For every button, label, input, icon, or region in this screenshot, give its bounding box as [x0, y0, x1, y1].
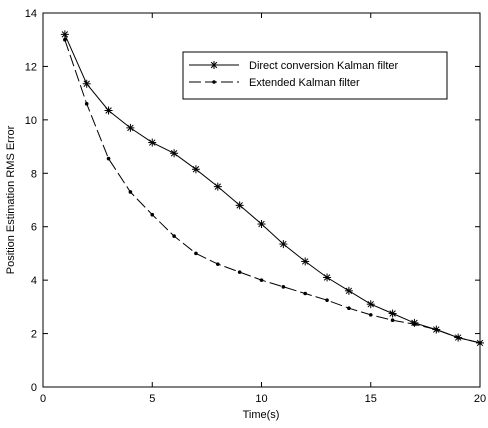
data-point-asterisk	[235, 201, 244, 210]
data-point-dot	[434, 327, 439, 332]
y-tick-label: 8	[31, 168, 37, 180]
data-point-asterisk	[170, 149, 179, 158]
x-axis-label: Time(s)	[243, 409, 280, 421]
y-axis-ticks: 0 2 4 6 8 10 12 14	[25, 8, 480, 394]
y-axis-label: Position Estimation RMS Error	[5, 125, 17, 274]
data-point-dot	[106, 156, 111, 161]
x-tick-label: 15	[365, 393, 377, 405]
data-point-asterisk	[388, 309, 397, 318]
y-tick-label: 2	[31, 329, 37, 341]
data-point-asterisk	[104, 106, 113, 115]
y-tick-label: 4	[31, 275, 37, 287]
series-line-0	[64, 34, 481, 344]
data-point-asterisk	[191, 165, 200, 174]
data-point-dot	[325, 298, 329, 302]
data-point-dot	[478, 341, 482, 345]
data-point-dot	[216, 262, 220, 266]
y-tick-label: 10	[25, 115, 37, 127]
data-point-dot	[259, 278, 264, 282]
data-point-asterisk	[344, 286, 353, 295]
data-point-asterisk	[126, 123, 135, 132]
legend-label-direct-conversion: Direct conversion Kalman filter	[249, 60, 399, 72]
data-point-dot	[194, 251, 198, 256]
legend-label-extended: Extended Kalman filter	[249, 77, 360, 89]
x-tick-label: 5	[149, 393, 155, 405]
data-point-dot	[368, 313, 373, 317]
x-tick-label: 10	[255, 393, 267, 405]
y-tick-label: 0	[31, 382, 37, 394]
data-point-asterisk	[60, 30, 69, 39]
data-point-dot	[63, 37, 67, 42]
x-axis-ticks: 0 5 10 15 20	[40, 13, 486, 405]
x-tick-label: 20	[474, 393, 486, 405]
data-point-dot	[150, 212, 155, 217]
x-tick-label: 0	[40, 393, 46, 405]
y-tick-label: 12	[25, 61, 37, 73]
data-point-dot	[456, 335, 460, 340]
legend-marker-dot	[212, 80, 216, 84]
data-point-asterisk	[279, 240, 288, 249]
data-point-dot	[128, 190, 133, 194]
data-point-asterisk	[366, 300, 375, 309]
legend-box	[182, 51, 448, 100]
data-point-dot	[303, 291, 308, 296]
series-line-1	[64, 39, 481, 344]
series-1	[63, 37, 482, 345]
data-point-dot	[172, 234, 176, 238]
data-point-asterisk	[213, 182, 222, 191]
data-point-dot	[281, 285, 286, 289]
series-layer	[60, 30, 484, 347]
y-tick-label: 6	[31, 222, 37, 234]
legend-sample-extended	[189, 80, 239, 84]
data-point-asterisk	[301, 257, 310, 266]
legend-sample-direct-conversion	[189, 61, 239, 69]
y-tick-label: 14	[25, 8, 37, 20]
legend-marker-asterisk	[210, 61, 218, 69]
data-point-asterisk	[148, 138, 157, 147]
legend: Direct conversion Kalman filter Extended…	[182, 51, 448, 100]
data-point-dot	[390, 318, 395, 323]
data-point-asterisk	[323, 273, 332, 282]
data-point-asterisk	[257, 220, 266, 229]
data-point-asterisk	[82, 79, 91, 88]
data-point-dot	[412, 322, 417, 327]
data-point-dot	[347, 306, 351, 310]
data-point-dot	[84, 102, 89, 106]
data-point-dot	[237, 270, 242, 274]
